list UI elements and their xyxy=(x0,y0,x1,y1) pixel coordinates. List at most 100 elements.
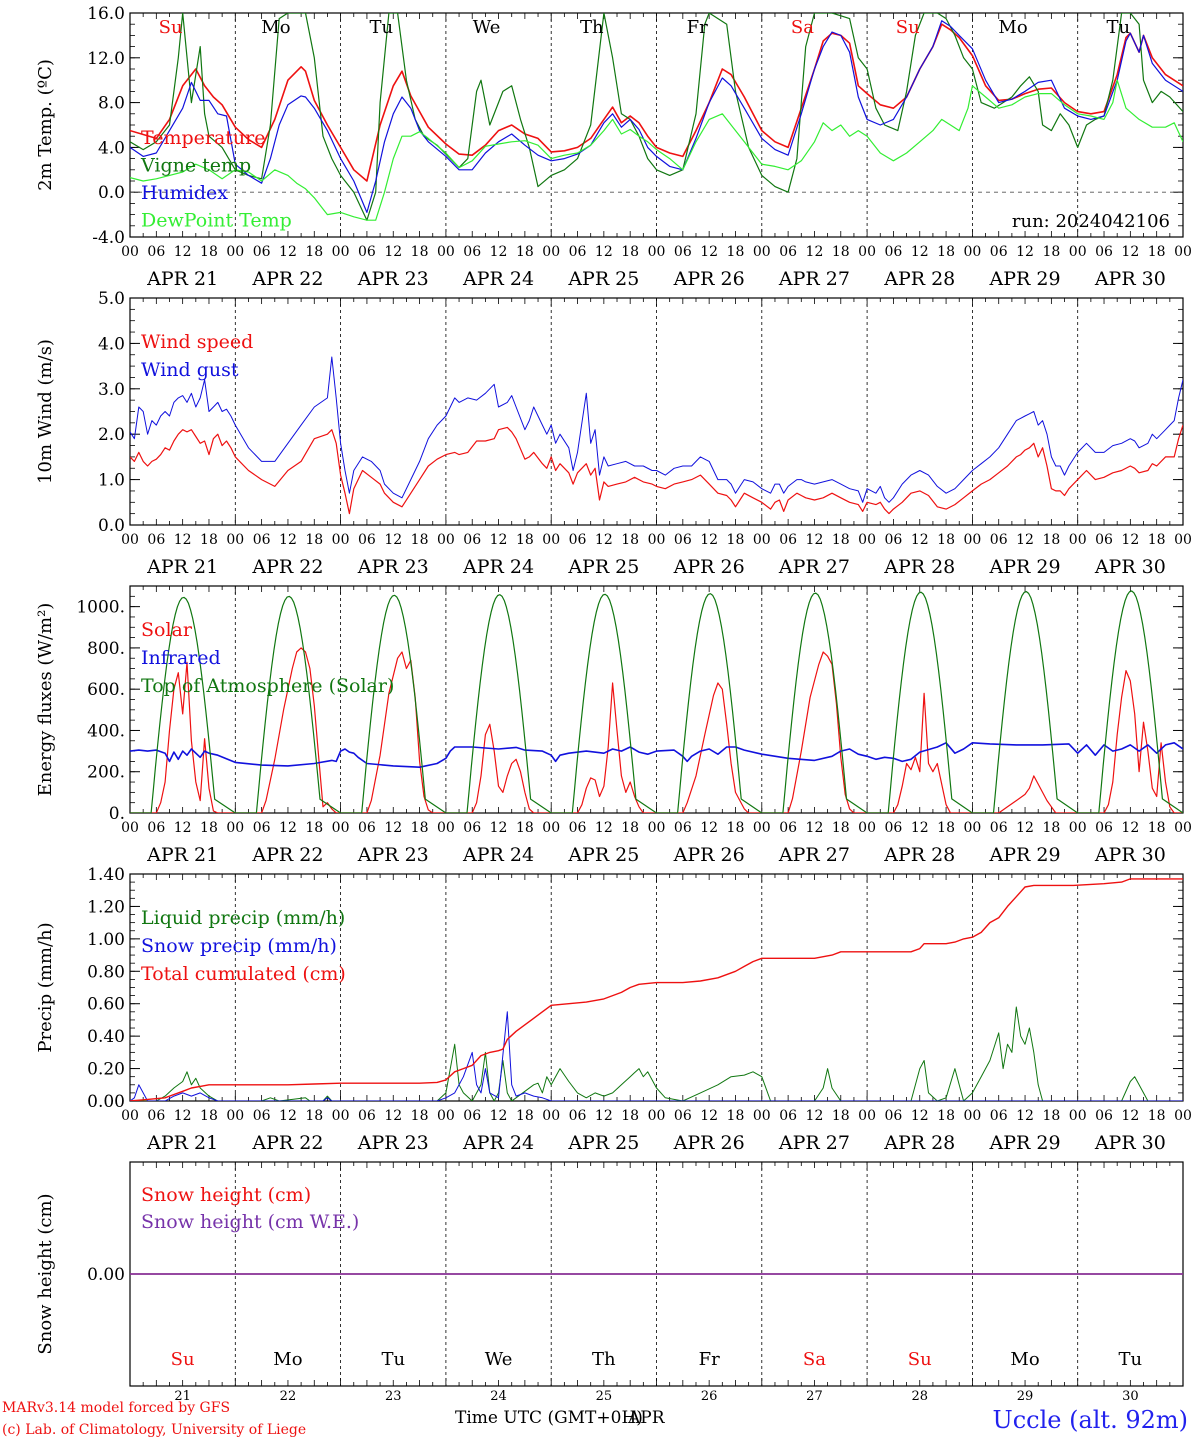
hour-label: 06 xyxy=(990,244,1008,260)
y-tick-label: 800. xyxy=(87,639,125,659)
hour-label: 18 xyxy=(621,244,639,260)
day-abbr-bottom: Tu xyxy=(381,1349,405,1370)
y-tick-label: 8.0 xyxy=(98,94,125,114)
hour-label: 18 xyxy=(1148,244,1166,260)
hour-label: 12 xyxy=(911,1108,929,1124)
hour-label: 00 xyxy=(121,244,139,260)
y-tick-label: 1.20 xyxy=(87,897,125,917)
day-abbr-top: Su xyxy=(896,17,920,38)
day-abbr-top: Sa xyxy=(791,17,814,38)
hour-label: 06 xyxy=(779,244,797,260)
y-tick-label: 3.0 xyxy=(98,380,125,400)
hour-label: 00 xyxy=(226,532,244,548)
hour-label: 00 xyxy=(1174,244,1192,260)
snow-y-axis-label: Snow height (cm) xyxy=(35,1193,56,1354)
date-label: APR 21 xyxy=(146,844,218,866)
precip-legend-1: Snow precip (mm/h) xyxy=(141,935,337,957)
hour-label: 12 xyxy=(490,1108,508,1124)
hour-label: 06 xyxy=(253,1108,271,1124)
hour-label: 12 xyxy=(384,820,402,836)
hour-label: 00 xyxy=(963,244,981,260)
hour-label: 12 xyxy=(1016,532,1034,548)
hour-label: 12 xyxy=(490,532,508,548)
y-tick-label: 0.80 xyxy=(87,962,125,982)
hour-label: 12 xyxy=(700,532,718,548)
date-label: APR 30 xyxy=(1094,1132,1166,1154)
hour-label: 12 xyxy=(1016,1108,1034,1124)
precip-series-0 xyxy=(130,1006,1183,1101)
hour-label: 18 xyxy=(937,1108,955,1124)
day-abbr-top: We xyxy=(473,17,501,38)
hour-label: 06 xyxy=(1095,532,1113,548)
hour-label: 00 xyxy=(858,244,876,260)
y-tick-label: 4.0 xyxy=(98,334,125,354)
day-number: 25 xyxy=(596,1389,613,1404)
y-tick-label: 0.00 xyxy=(87,1265,125,1285)
y-tick-label: -4.0 xyxy=(92,228,125,248)
hour-label: 00 xyxy=(753,820,771,836)
y-tick-label: 1.0 xyxy=(98,471,125,491)
hour-label: 00 xyxy=(648,820,666,836)
day-number: 24 xyxy=(490,1389,507,1404)
hour-label: 06 xyxy=(885,1108,903,1124)
hour-label: 00 xyxy=(1069,532,1087,548)
date-label: APR 24 xyxy=(462,556,534,578)
run-annotation: run: 2024042106 xyxy=(1012,211,1170,232)
hour-label: 18 xyxy=(305,820,323,836)
day-abbr-bottom: Fr xyxy=(699,1349,720,1370)
day-abbr-top: Su xyxy=(159,17,183,38)
hour-label: 06 xyxy=(674,820,692,836)
hour-label: 18 xyxy=(1042,244,1060,260)
hour-label: 06 xyxy=(779,532,797,548)
hour-label: 06 xyxy=(1095,820,1113,836)
hour-label: 00 xyxy=(648,1108,666,1124)
y-tick-label: 12.0 xyxy=(87,49,125,69)
hour-label: 00 xyxy=(753,1108,771,1124)
hour-label: 18 xyxy=(727,820,745,836)
temp-legend-3: DewPoint Temp xyxy=(141,210,292,232)
y-tick-label: 200. xyxy=(87,763,125,783)
flux-legend-0: Solar xyxy=(141,619,193,641)
hour-label: 12 xyxy=(279,532,297,548)
hour-label: 06 xyxy=(463,820,481,836)
hour-label: 12 xyxy=(911,532,929,548)
hour-label: 00 xyxy=(858,820,876,836)
hour-label: 00 xyxy=(226,244,244,260)
hour-label: 18 xyxy=(621,820,639,836)
hour-label: 12 xyxy=(595,820,613,836)
snow-legend-1: Snow height (cm W.E.) xyxy=(141,1211,359,1233)
hour-label: 00 xyxy=(437,244,455,260)
date-label: APR 27 xyxy=(778,556,850,578)
hour-label: 12 xyxy=(1121,1108,1139,1124)
model-credit: MARv3.14 model forced by GFS xyxy=(2,1400,230,1416)
day-abbr-top: Mo xyxy=(261,17,290,38)
day-abbr-top: Th xyxy=(580,17,604,38)
flux-x-ticks xyxy=(129,586,1184,813)
y-tick-label: 0.00 xyxy=(87,1092,125,1112)
hour-label: 18 xyxy=(1042,532,1060,548)
hour-label: 18 xyxy=(832,244,850,260)
hour-label: 06 xyxy=(358,820,376,836)
date-label: APR 21 xyxy=(146,556,218,578)
hour-label: 00 xyxy=(542,244,560,260)
day-abbr-top: Tu xyxy=(1107,17,1131,38)
temp-panel: -4.0 0.0 4.0 8.0 12.0 16.0 2m Temp. (ºC) Temper… xyxy=(35,4,1192,290)
wind-legend-1: Wind gust xyxy=(141,359,239,381)
hour-label: 00 xyxy=(1174,1108,1192,1124)
flux-series-0 xyxy=(130,647,1183,813)
date-label: APR 24 xyxy=(462,1132,534,1154)
date-label: APR 22 xyxy=(251,556,323,578)
hour-label: 18 xyxy=(305,532,323,548)
day-abbr-bottom: Tu xyxy=(1119,1349,1143,1370)
date-label: APR 29 xyxy=(989,1132,1061,1154)
hour-label: 18 xyxy=(411,532,429,548)
hour-label: 06 xyxy=(990,1108,1008,1124)
date-label: APR 28 xyxy=(883,844,955,866)
hour-label: 06 xyxy=(253,244,271,260)
hour-label: 12 xyxy=(911,244,929,260)
hour-label: 06 xyxy=(885,244,903,260)
temp-legend-2: Humidex xyxy=(141,182,228,204)
hour-label: 18 xyxy=(516,820,534,836)
y-tick-label: 1.40 xyxy=(87,865,125,885)
hour-label: 18 xyxy=(1148,532,1166,548)
